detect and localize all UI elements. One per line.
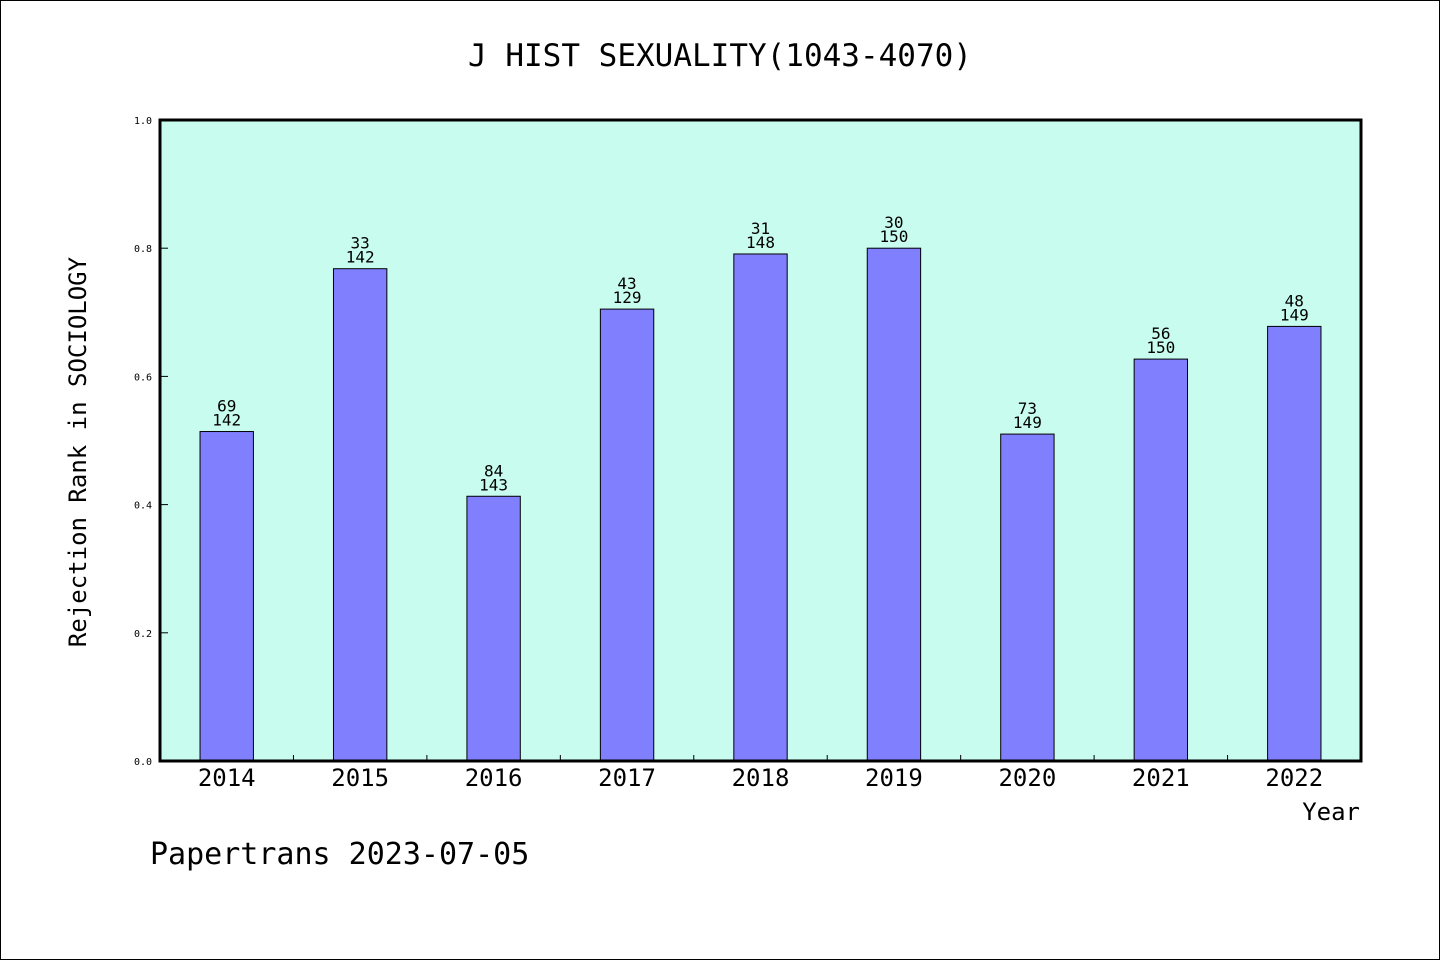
bar-total-label: 148 xyxy=(746,233,775,252)
bar-2019 xyxy=(866,247,922,762)
bar-total-label: 143 xyxy=(479,475,508,494)
bar-total-label: 149 xyxy=(1013,413,1042,432)
bar-total-label: 150 xyxy=(879,227,908,246)
x-tick-label: 2018 xyxy=(732,764,790,792)
bar-rank-label: 31 xyxy=(751,219,770,238)
bar-rank-label: 84 xyxy=(484,461,503,480)
bar-rank-label: 73 xyxy=(1018,399,1037,418)
x-tick-label: 2022 xyxy=(1265,764,1323,792)
x-tick-label: 2016 xyxy=(465,764,523,792)
y-tick-label: 1.0 xyxy=(134,116,152,127)
bar-rank-label: 48 xyxy=(1285,291,1304,310)
bar-rank-label: 69 xyxy=(217,397,236,416)
x-tick-label: 2020 xyxy=(998,764,1056,792)
bar-total-label: 149 xyxy=(1280,305,1309,324)
bar-rank-label: 43 xyxy=(617,274,636,293)
bar-2022 xyxy=(1267,325,1322,762)
bar-rank-label: 56 xyxy=(1151,324,1170,343)
bar-2015 xyxy=(332,268,388,762)
x-tick-label: 2021 xyxy=(1132,764,1190,792)
bar-2016 xyxy=(466,495,521,762)
x-tick-label: 2014 xyxy=(198,764,256,792)
x-tick-label: 2015 xyxy=(331,764,389,792)
bar-total-label: 142 xyxy=(212,411,241,430)
footer-credit: Papertrans 2023-07-05 xyxy=(150,837,529,872)
y-tick-label: 0.4 xyxy=(134,501,152,512)
y-tick-label: 0.8 xyxy=(134,244,152,255)
y-tick-label: 0.6 xyxy=(134,372,152,383)
y-tick-label: 0.2 xyxy=(134,629,152,640)
y-tick-label: 0.0 xyxy=(134,757,152,768)
bar-total-label: 142 xyxy=(346,248,375,267)
bar-2020 xyxy=(1000,433,1055,762)
bar-total-label: 150 xyxy=(1146,338,1175,357)
x-axis-label: Year xyxy=(1302,798,1360,826)
x-tick-label: 2019 xyxy=(865,764,923,792)
chart-title: J HIST SEXUALITY(1043-4070) xyxy=(468,38,972,74)
bar-rank-label: 33 xyxy=(351,234,370,253)
plot-border xyxy=(158,118,1363,763)
x-tick-label: 2017 xyxy=(598,764,656,792)
bar-2017 xyxy=(599,308,655,762)
bar-2018 xyxy=(733,253,788,762)
bar-2014 xyxy=(199,431,254,762)
bar-rank-label: 30 xyxy=(884,213,903,232)
bar-2021 xyxy=(1133,358,1189,762)
bar-total-label: 129 xyxy=(613,288,642,307)
y-axis-label: Rejection Rank in SOCIOLOGY xyxy=(64,256,92,647)
